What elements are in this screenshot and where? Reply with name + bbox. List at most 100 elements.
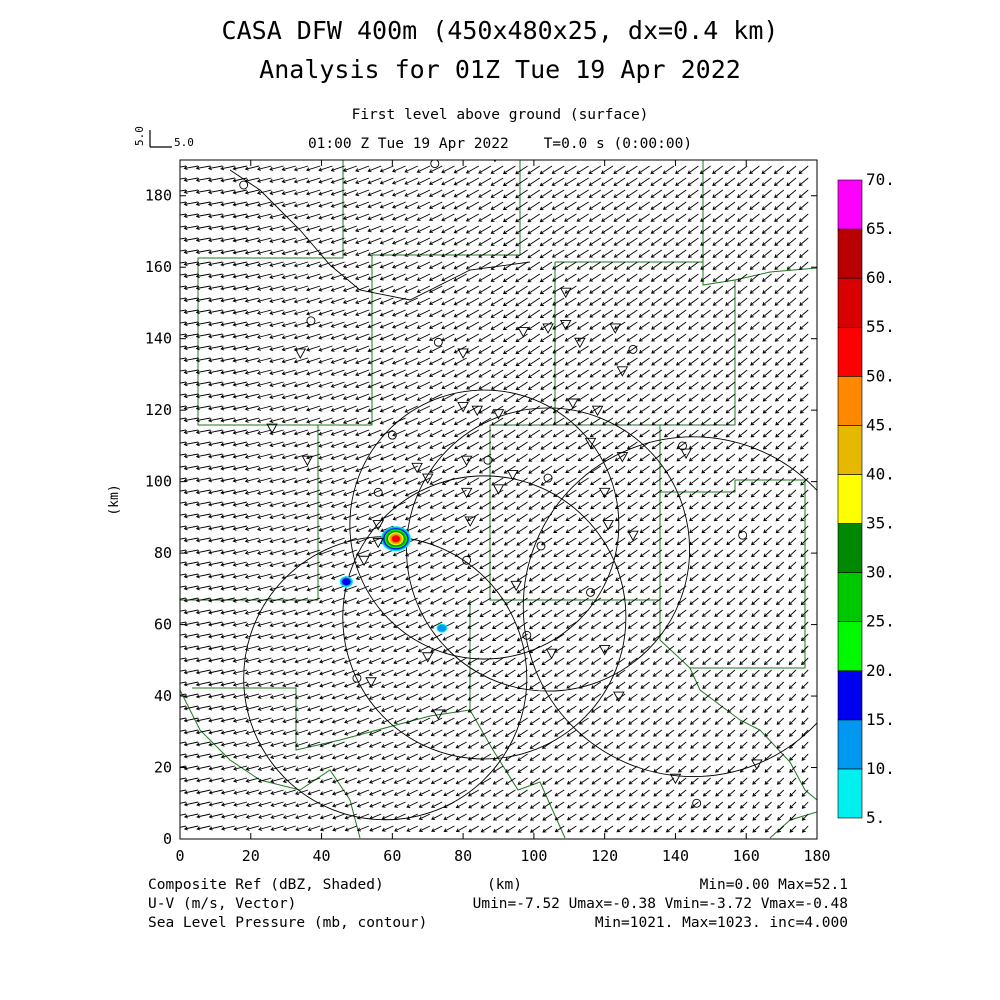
wind-vector (331, 765, 345, 772)
wind-vector (713, 441, 724, 450)
wind-vector (233, 765, 248, 771)
colorbar-label: 60. (866, 268, 895, 287)
wind-vector (527, 165, 541, 175)
wind-vector (639, 549, 650, 557)
wind-vector (690, 825, 699, 833)
wind-vector (466, 501, 480, 510)
wind-vector (702, 741, 711, 749)
wind-vector (789, 777, 797, 785)
wind-vector (183, 513, 199, 519)
wind-vector (652, 657, 663, 665)
wind-vector (579, 765, 589, 773)
wind-vector (442, 681, 455, 689)
wind-vector (577, 513, 589, 521)
wind-vector (466, 525, 480, 534)
wind-vector (591, 705, 602, 713)
wind-vector (405, 633, 418, 641)
wind-vector (307, 777, 321, 784)
wind-vector (564, 381, 577, 390)
wind-vector (281, 225, 296, 232)
wind-vector (775, 501, 785, 510)
wind-vector (712, 333, 724, 342)
wind-vector (220, 537, 235, 543)
wind-vector (282, 729, 296, 736)
wind-vector (565, 573, 577, 581)
wind-vector (713, 537, 724, 546)
wind-vector (653, 825, 663, 833)
wind-vector (183, 777, 199, 783)
wind-vector (576, 165, 589, 174)
wind-vector (799, 357, 809, 366)
wind-vector (392, 477, 406, 485)
wind-vector (504, 681, 516, 689)
wind-vector (183, 645, 199, 651)
wind-vector (306, 633, 321, 640)
wind-vector (551, 201, 565, 210)
wind-vector (551, 237, 565, 246)
wind-vector (577, 453, 589, 462)
wind-vector (441, 465, 455, 473)
wind-vector (515, 321, 528, 331)
wind-vector (700, 405, 711, 414)
wind-vector (330, 213, 345, 220)
wind-vector (528, 537, 541, 546)
wind-vector (441, 189, 455, 198)
station-triangle (751, 759, 763, 770)
wind-vector (330, 165, 345, 172)
wind-vector (208, 633, 223, 639)
wind-vector (405, 549, 418, 557)
wind-vector (208, 693, 223, 699)
wind-vector (651, 429, 663, 438)
wind-vector (257, 573, 272, 580)
wind-vector (663, 309, 675, 318)
wind-vector (318, 201, 333, 208)
wind-vector (801, 645, 809, 654)
wind-vector (650, 177, 663, 186)
wind-vector (183, 201, 199, 207)
wind-vector (220, 573, 235, 579)
wind-vector (787, 429, 797, 438)
wind-vector (220, 165, 235, 171)
wind-vector (539, 165, 553, 175)
wind-vector (293, 177, 309, 184)
wind-vector (220, 729, 235, 735)
wind-vector (220, 477, 235, 483)
wind-vector (700, 321, 711, 330)
station-triangle (266, 423, 278, 434)
wind-vector (367, 201, 382, 209)
wind-vector (677, 693, 687, 701)
wind-vector (330, 297, 345, 304)
wind-vector (762, 333, 772, 342)
wind-vector (689, 501, 699, 510)
wind-vector (245, 729, 260, 735)
wind-vector (195, 741, 211, 747)
wind-vector (627, 573, 638, 581)
wind-vector (713, 405, 724, 414)
wind-vector (788, 633, 797, 642)
wind-vector (380, 477, 394, 485)
wind-vector (578, 669, 589, 677)
station-triangle (545, 648, 558, 660)
wind-vector (626, 261, 638, 270)
wind-vector (393, 705, 406, 713)
wind-vector (491, 513, 504, 522)
wind-vector (751, 741, 760, 749)
wind-vector (293, 225, 309, 232)
wind-vector (516, 501, 528, 510)
wind-vector (712, 273, 724, 282)
wind-vector (700, 273, 711, 282)
wind-vector (430, 717, 443, 725)
wind-vector (344, 765, 357, 772)
wind-vector (565, 429, 577, 438)
wind-vector (418, 789, 431, 797)
wind-vector (183, 333, 199, 339)
wind-vector (566, 777, 577, 785)
wind-vector (539, 225, 553, 235)
wind-vector (626, 333, 638, 342)
wind-vector (293, 465, 309, 472)
wind-vector (195, 321, 211, 327)
wind-vector (714, 669, 724, 677)
wind-vector (590, 561, 602, 569)
wind-vector (750, 369, 760, 378)
wind-vector (491, 561, 504, 570)
